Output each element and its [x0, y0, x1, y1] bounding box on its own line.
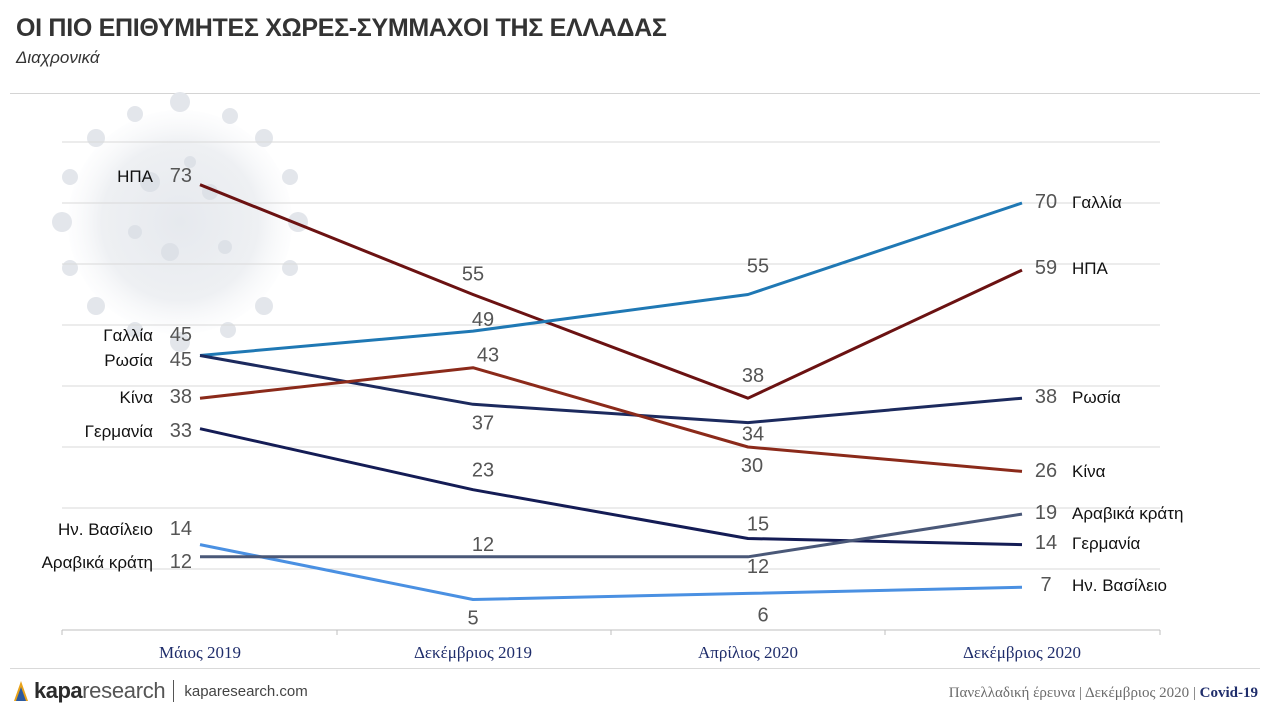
data-label: 43 [477, 345, 499, 367]
data-label: 38 [1035, 386, 1057, 408]
x-axis-tick-label: Δεκέμβριος 2020 [963, 643, 1081, 662]
data-label: 6 [757, 604, 768, 626]
series-line-γαλλία [199, 201, 1023, 357]
logo-brand-light: research [82, 678, 166, 703]
data-label: 49 [472, 309, 494, 331]
series-label-right: Ην. Βασίλειο [1072, 576, 1167, 595]
data-label: 12 [472, 534, 494, 556]
data-label: 30 [741, 455, 763, 477]
data-label: 12 [747, 556, 769, 578]
data-label: 73 [170, 165, 192, 187]
series-label-left: ΗΠΑ [117, 167, 154, 186]
data-label: 19 [1035, 502, 1057, 524]
x-axis-tick-label: Δεκέμβριος 2019 [414, 643, 532, 662]
series-label-right: Αραβικά κράτη [1072, 504, 1183, 523]
kapa-research-logo: kapa research kaparesearch.com [12, 678, 308, 704]
footer-survey-text: Πανελλαδική έρευνα | Δεκέμβριος 2020 | [948, 685, 1196, 701]
data-label: 5 [467, 608, 478, 630]
logo-brand-bold: kapa [34, 678, 83, 703]
series-label-left: Γερμανία [85, 422, 154, 441]
x-axis-tick-label: Απρίλιος 2020 [698, 643, 798, 662]
series-line-αραβικά-κράτη [200, 512, 1023, 559]
header-divider [10, 93, 1260, 94]
kapa-logo-icon [14, 681, 28, 701]
data-label: 55 [747, 256, 769, 278]
series-label-right: Ρωσία [1072, 388, 1121, 407]
chart-title: ΟΙ ΠΙΟ ΕΠΙΘΥΜΗΤΕΣ ΧΩΡΕΣ-ΣΥΜΜΑΧΟΙ ΤΗΣ ΕΛΛ… [16, 14, 667, 42]
logo-separator [173, 680, 175, 702]
data-label: 38 [170, 386, 192, 408]
series-label-right: Γαλλία [1072, 193, 1122, 212]
series-line-ρωσία [199, 354, 1023, 425]
data-label: 59 [1035, 257, 1057, 279]
data-label: 37 [472, 412, 494, 434]
series-line-κίνα [199, 366, 1023, 473]
data-label: 14 [1035, 532, 1057, 554]
virus-watermark-image [52, 92, 308, 352]
data-label: 45 [170, 349, 192, 371]
series-label-left: Κίνα [120, 388, 154, 407]
chart-series-lines [199, 183, 1023, 601]
series-line-ην-βασίλειο [199, 543, 1023, 601]
series-label-left: Ρωσία [104, 351, 153, 370]
data-label: 70 [1035, 191, 1057, 213]
footer-url: kaparesearch.com [184, 682, 308, 700]
footer-divider [10, 668, 1260, 669]
footer-survey-info: Πανελλαδική έρευνα | Δεκέμβριος 2020 | C… [949, 685, 1258, 702]
series-label-left: Ην. Βασίλειο [58, 520, 153, 539]
data-label: 33 [170, 420, 192, 442]
series-label-left: Αραβικά κράτη [42, 553, 153, 572]
data-label: 15 [747, 514, 769, 536]
chart-labels: 73 55 38 59 ΗΠΑ ΗΠΑ 45 49 55 70 Γαλλία Γαλλία 45 37 34… [42, 165, 1184, 630]
series-label-right: Γερμανία [1072, 534, 1141, 553]
data-label: 23 [472, 460, 494, 482]
series-line-γερμανία [199, 427, 1023, 547]
data-label: 26 [1035, 460, 1057, 482]
data-label: 38 [742, 365, 764, 387]
series-label-right: ΗΠΑ [1072, 259, 1109, 278]
x-axis-tick-label: Μάιος 2019 [159, 643, 241, 662]
series-label-right: Κίνα [1072, 462, 1106, 481]
data-label: 12 [170, 551, 192, 573]
chart-gridlines [62, 141, 1160, 570]
chart-subtitle: Διαχρονικά [16, 48, 100, 67]
chart-x-axis: Μάιος 2019 Δεκέμβριος 2019 Απρίλιος 2020 Δε… [61, 629, 1161, 662]
data-label: 55 [462, 264, 484, 286]
data-label: 45 [170, 324, 192, 346]
data-label: 7 [1040, 574, 1051, 596]
data-label: 34 [742, 424, 764, 446]
footer-topic: Covid-19 [1199, 685, 1258, 701]
series-label-left: Γαλλία [103, 326, 153, 345]
series-line-ηπα [199, 183, 1023, 400]
data-label: 14 [170, 518, 192, 540]
